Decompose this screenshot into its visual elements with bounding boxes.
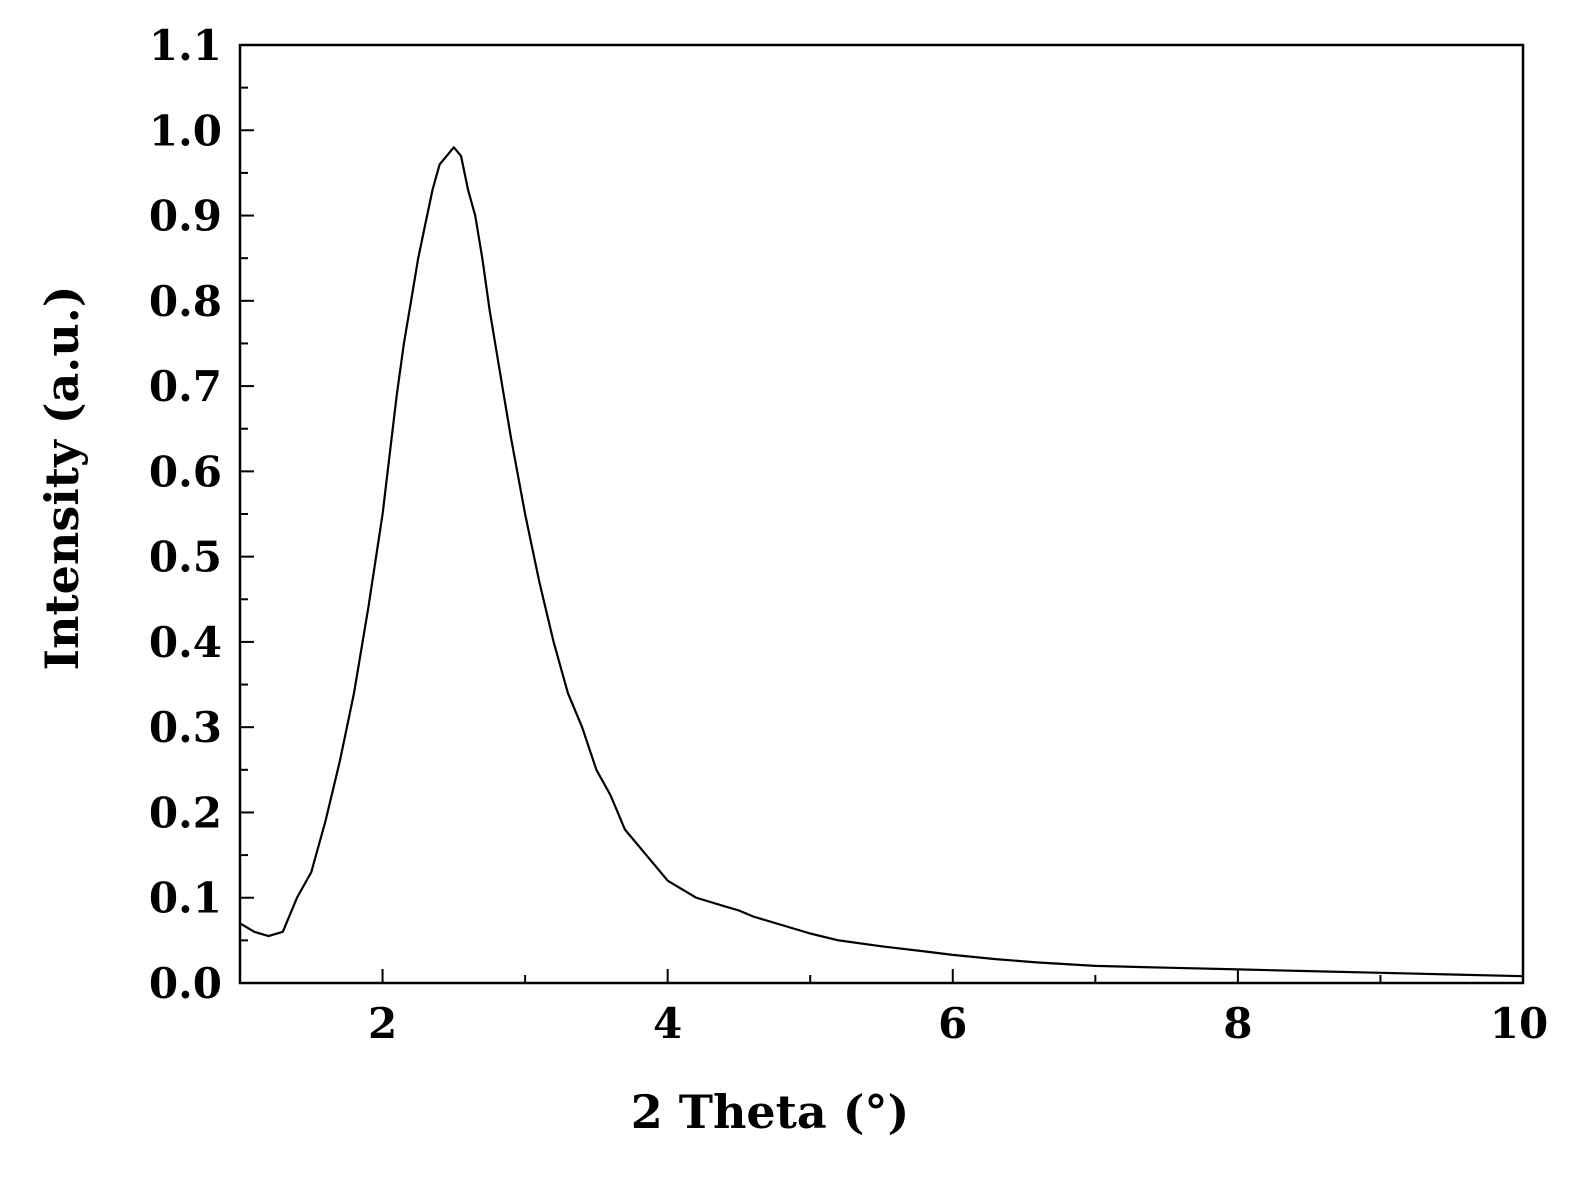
x-tick-label: 8 (1223, 999, 1252, 1048)
x-axis-label: 2 Theta (°) (631, 1085, 910, 1139)
y-tick-label: 0.1 (149, 874, 222, 923)
y-tick-label: 0.5 (149, 533, 222, 582)
x-tick-label: 10 (1490, 999, 1548, 1048)
series-line-intensity (239, 146, 1524, 978)
y-tick-label: 1.1 (149, 21, 222, 70)
y-tick-label: 0.6 (149, 447, 222, 496)
y-tick-label: 0.8 (149, 277, 222, 326)
y-tick-label: 0.9 (149, 192, 222, 241)
x-tick-label: 4 (653, 999, 682, 1048)
y-tick-label: 0.4 (149, 618, 222, 667)
plot-frame (238, 43, 1525, 985)
y-tick-label: 0.0 (149, 959, 222, 1008)
y-tick-label: 0.2 (149, 788, 222, 837)
y-axis-label: Intensity (a.u.) (35, 285, 89, 670)
y-tick-label: 0.7 (149, 362, 222, 411)
y-tick-label: 1.0 (149, 106, 222, 155)
y-tick-label: 0.3 (149, 703, 222, 752)
y-axis-ticks: 0.0 0.1 0.2 0.3 0.4 0.5 0.6 0.7 0.8 0.9 1.0 1.1 (149, 21, 254, 1008)
x-tick-label: 6 (938, 999, 967, 1048)
x-axis-ticks: 2 4 6 8 10 (368, 969, 1548, 1048)
x-tick-label: 2 (368, 999, 397, 1048)
